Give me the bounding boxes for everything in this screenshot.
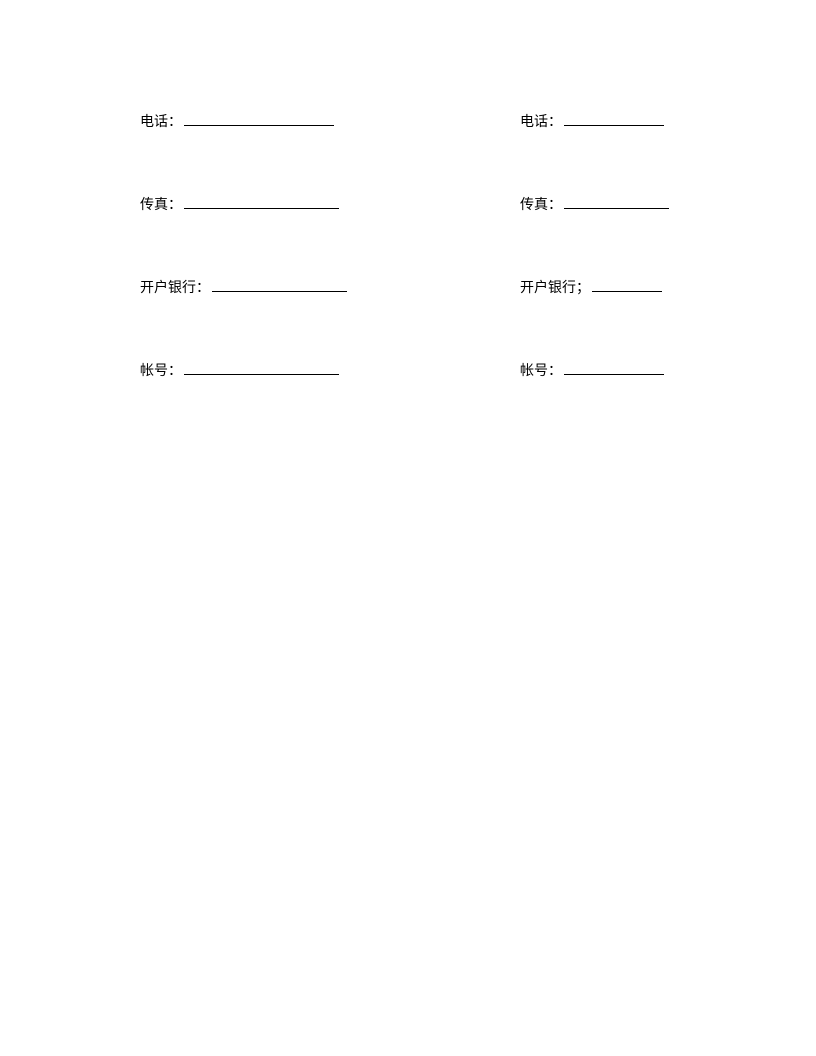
field-right-account: 帐号： bbox=[520, 359, 676, 380]
col-right-bank: 开户银行； bbox=[520, 276, 676, 297]
col-right-fax: 传真： bbox=[520, 193, 676, 214]
field-left-bank: 开户银行： bbox=[140, 276, 520, 297]
label-right-phone: 电话： bbox=[520, 111, 562, 131]
field-right-fax: 传真： bbox=[520, 193, 676, 214]
field-left-phone: 电话： bbox=[140, 110, 520, 131]
col-left-bank: 开户银行： bbox=[140, 276, 520, 297]
row-bank: 开户银行： 开户银行； bbox=[140, 276, 676, 297]
label-right-bank: 开户银行； bbox=[520, 277, 590, 297]
form-content: 电话： 电话： 传真： 传真： 开户银行： bbox=[140, 110, 676, 442]
underline-left-phone bbox=[184, 110, 334, 126]
underline-left-account bbox=[184, 359, 339, 375]
field-left-fax: 传真： bbox=[140, 193, 520, 214]
row-fax: 传真： 传真： bbox=[140, 193, 676, 214]
field-right-phone: 电话： bbox=[520, 110, 676, 131]
underline-left-fax bbox=[184, 193, 339, 209]
label-right-fax: 传真： bbox=[520, 194, 562, 214]
label-left-phone: 电话： bbox=[140, 111, 182, 131]
underline-left-bank bbox=[212, 276, 347, 292]
col-right-account: 帐号： bbox=[520, 359, 676, 380]
col-left-fax: 传真： bbox=[140, 193, 520, 214]
col-right-phone: 电话： bbox=[520, 110, 676, 131]
label-left-fax: 传真： bbox=[140, 194, 182, 214]
label-left-account: 帐号： bbox=[140, 360, 182, 380]
field-left-account: 帐号： bbox=[140, 359, 520, 380]
col-left-phone: 电话： bbox=[140, 110, 520, 131]
underline-right-account bbox=[564, 359, 664, 375]
underline-right-phone bbox=[564, 110, 664, 126]
col-left-account: 帐号： bbox=[140, 359, 520, 380]
row-phone: 电话： 电话： bbox=[140, 110, 676, 131]
label-left-bank: 开户银行： bbox=[140, 277, 210, 297]
field-right-bank: 开户银行； bbox=[520, 276, 676, 297]
row-account: 帐号： 帐号： bbox=[140, 359, 676, 380]
label-right-account: 帐号： bbox=[520, 360, 562, 380]
underline-right-bank bbox=[592, 276, 662, 292]
underline-right-fax bbox=[564, 193, 669, 209]
